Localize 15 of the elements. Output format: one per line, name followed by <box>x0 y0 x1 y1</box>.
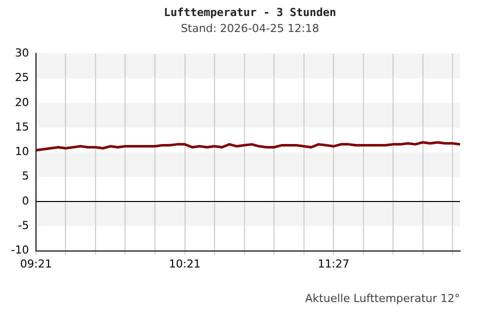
y-tick-label: 20 <box>14 96 29 109</box>
x-tick-label: 09:21 <box>20 257 52 270</box>
y-tick-label: 25 <box>14 71 29 84</box>
y-tick-label: 15 <box>14 120 29 134</box>
y-tick-label: 30 <box>14 46 29 60</box>
chart-subtitle: Stand: 2026-04-25 12:18 <box>180 22 320 35</box>
y-tick-label: 10 <box>14 145 29 158</box>
y-tick-label: -10 <box>11 244 29 257</box>
y-tick-label: 5 <box>22 170 29 183</box>
y-tick-label: -5 <box>18 219 29 232</box>
text: Aktuelle Lufttemperatur 12° <box>305 292 460 305</box>
y-tick-label: 0 <box>22 194 29 208</box>
x-tick-label: 11:27 <box>318 257 350 270</box>
chart-title: Lufttemperatur - 3 Stunden <box>162 6 338 19</box>
x-tick-label: 10:21 <box>168 257 201 270</box>
